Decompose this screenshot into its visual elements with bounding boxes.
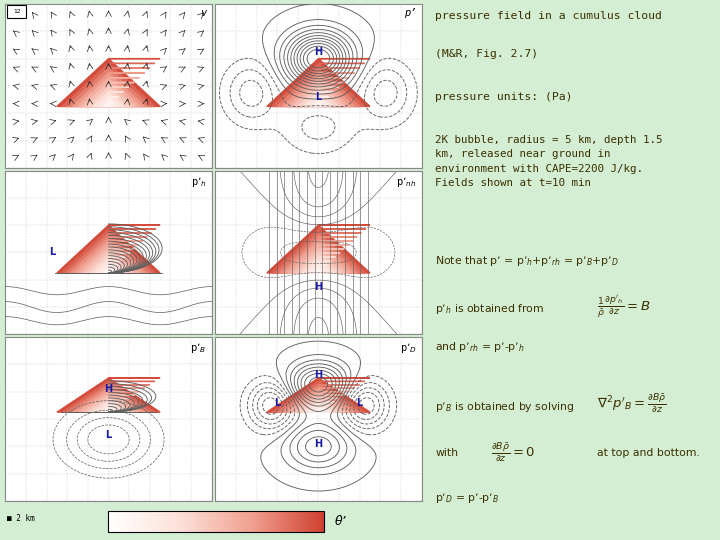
Polygon shape [303, 92, 334, 106]
Text: H: H [315, 438, 323, 449]
Text: H: H [315, 281, 323, 292]
Polygon shape [91, 257, 126, 273]
Polygon shape [287, 78, 349, 106]
Polygon shape [313, 102, 323, 106]
Text: H: H [315, 47, 323, 57]
Polygon shape [277, 68, 360, 106]
Bar [7, 5, 26, 18]
Text: Note that p’ = p’$_h$+p’$_{rh}$ = p’$_B$+p’$_D$: Note that p’ = p’$_h$+p’$_{rh}$ = p’$_B$… [435, 254, 618, 268]
Text: H: H [104, 384, 112, 394]
Polygon shape [305, 261, 331, 273]
Polygon shape [57, 59, 160, 106]
Polygon shape [280, 237, 357, 273]
Text: 2K bubble, radius = 5 km, depth 1.5
km, released near ground in
environment with: 2K bubble, radius = 5 km, depth 1.5 km, … [435, 135, 662, 188]
Polygon shape [67, 385, 150, 412]
Text: ■ 2 km: ■ 2 km [7, 514, 35, 523]
Polygon shape [310, 265, 327, 273]
Polygon shape [298, 399, 339, 412]
Polygon shape [88, 87, 129, 106]
Polygon shape [267, 225, 370, 273]
Polygon shape [301, 257, 336, 273]
Polygon shape [288, 245, 348, 273]
Polygon shape [83, 83, 135, 106]
Polygon shape [67, 68, 150, 106]
Polygon shape [87, 253, 130, 273]
Text: pressure units: (Pa): pressure units: (Pa) [435, 92, 572, 102]
Polygon shape [66, 233, 151, 273]
Polygon shape [292, 395, 344, 412]
Polygon shape [271, 229, 366, 273]
Polygon shape [78, 392, 140, 412]
Text: H: H [315, 370, 323, 380]
Text: p’$_{nh}$: p’$_{nh}$ [396, 174, 416, 188]
Text: θ’: θ’ [335, 515, 346, 528]
Polygon shape [314, 269, 323, 273]
Polygon shape [104, 102, 114, 106]
Polygon shape [308, 97, 329, 106]
Polygon shape [93, 402, 124, 412]
Polygon shape [93, 92, 124, 106]
Polygon shape [282, 388, 354, 412]
Text: p’$_h$: p’$_h$ [191, 174, 207, 188]
Polygon shape [292, 83, 344, 106]
Polygon shape [96, 261, 122, 273]
Polygon shape [98, 406, 119, 412]
Polygon shape [303, 402, 334, 412]
Polygon shape [88, 399, 129, 412]
Text: at top and bottom.: at top and bottom. [597, 448, 700, 458]
Text: L: L [356, 397, 363, 408]
Text: p’$_B$ is obtained by solving: p’$_B$ is obtained by solving [435, 400, 575, 414]
Polygon shape [313, 409, 323, 412]
Polygon shape [298, 87, 339, 106]
Polygon shape [57, 225, 160, 273]
Polygon shape [277, 385, 360, 412]
Polygon shape [267, 59, 370, 106]
Polygon shape [287, 392, 349, 412]
Polygon shape [73, 388, 145, 412]
Polygon shape [70, 237, 147, 273]
Polygon shape [78, 245, 139, 273]
Polygon shape [272, 63, 365, 106]
Polygon shape [83, 395, 135, 412]
Text: p’$_D$: p’$_D$ [400, 341, 416, 355]
Polygon shape [104, 409, 114, 412]
Polygon shape [57, 378, 160, 412]
Text: (M&R, Fig. 2.7): (M&R, Fig. 2.7) [435, 49, 538, 59]
Polygon shape [308, 406, 329, 412]
Polygon shape [98, 97, 119, 106]
Polygon shape [272, 381, 365, 412]
Polygon shape [284, 241, 353, 273]
Text: p’: p’ [404, 8, 416, 18]
Polygon shape [83, 249, 135, 273]
Text: p’$_B$: p’$_B$ [190, 341, 207, 355]
Text: L: L [49, 247, 55, 258]
Text: $\frac{\partial B\bar{\rho}}{\partial z} = 0$: $\frac{\partial B\bar{\rho}}{\partial z}… [491, 440, 536, 464]
Polygon shape [276, 233, 361, 273]
Text: L: L [274, 397, 280, 408]
Text: L: L [315, 92, 322, 102]
Polygon shape [282, 73, 354, 106]
Polygon shape [61, 229, 156, 273]
Text: p’$_D$ = p’-p’$_B$: p’$_D$ = p’-p’$_B$ [435, 491, 499, 505]
Polygon shape [78, 78, 140, 106]
Text: $\nabla^2 p'_B = \frac{\partial B\bar{\rho}}{\partial z}$: $\nabla^2 p'_B = \frac{\partial B\bar{\r… [597, 392, 666, 415]
Polygon shape [292, 249, 344, 273]
Text: p’$_h$ is obtained from: p’$_h$ is obtained from [435, 302, 544, 316]
Text: and p’$_{rh}$ = p’-p’$_h$: and p’$_{rh}$ = p’-p’$_h$ [435, 340, 525, 354]
Text: $\frac{1}{\bar{\rho}}\frac{\partial p'_h}{\partial z} = B$: $\frac{1}{\bar{\rho}}\frac{\partial p'_h… [597, 294, 650, 321]
Polygon shape [104, 269, 113, 273]
Text: 12: 12 [13, 9, 20, 14]
Polygon shape [100, 265, 117, 273]
Polygon shape [74, 241, 143, 273]
Polygon shape [62, 63, 155, 106]
Polygon shape [267, 378, 370, 412]
Polygon shape [297, 253, 340, 273]
Polygon shape [73, 73, 145, 106]
Text: v: v [200, 8, 207, 18]
Polygon shape [62, 381, 155, 412]
Text: pressure field in a cumulus cloud: pressure field in a cumulus cloud [435, 11, 662, 21]
Text: L: L [105, 430, 112, 440]
Text: with: with [435, 448, 458, 458]
